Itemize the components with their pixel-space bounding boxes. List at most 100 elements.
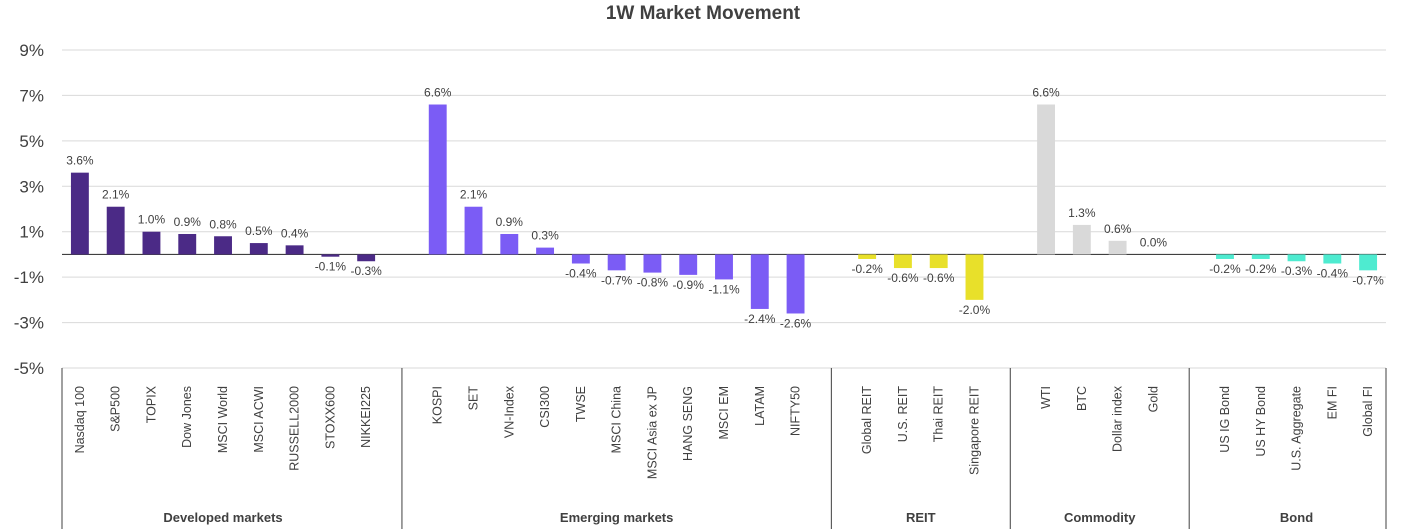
data-label: 0.0% (1140, 235, 1168, 249)
category-label: Singapore REIT (967, 386, 981, 475)
category-label: Gold (1146, 386, 1160, 412)
category-label: Nasdaq 100 (73, 386, 87, 453)
gridlines (62, 49, 1386, 369)
y-tick-label: -1% (14, 268, 44, 287)
data-label: -0.1% (315, 260, 347, 274)
category-label: Thai REIT (932, 386, 946, 443)
data-label: -2.6% (780, 316, 812, 330)
bars: 3.6%2.1%1.0% 0.9% 0.8% 0.5% 0.4%-0.1% -0.3%6.… (66, 86, 1384, 331)
category-label: RUSSELL2000 (288, 386, 302, 471)
category-label: Global REIT (860, 386, 874, 454)
data-label: 0.9% (174, 215, 202, 229)
category-label: MSCI Asia ex JP (645, 386, 659, 479)
y-tick-label: 3% (19, 177, 44, 196)
chart-title: 1W Market Movement (606, 3, 801, 24)
y-tick-label: 1% (19, 223, 44, 242)
data-label: 1.0% (138, 213, 166, 227)
data-label: 0.9% (496, 215, 524, 229)
bar (1072, 224, 1091, 255)
category-label: BTC (1075, 386, 1089, 411)
category-label: US HY Bond (1254, 386, 1268, 457)
bar (571, 254, 590, 264)
data-label: 3.6% (66, 154, 94, 168)
group-label: Bond (1280, 510, 1313, 525)
category-label: SET (467, 386, 481, 411)
data-label: 6.6% (1032, 86, 1060, 100)
data-label: -1.1% (708, 282, 740, 296)
y-axis: 9% 7% 5% 3% 1% -1% -3% -5% (14, 41, 44, 378)
data-label: -0.4% (565, 267, 597, 281)
data-label: 0.5% (245, 224, 273, 238)
category-label: MSCI World (216, 386, 230, 453)
category-label: U.S. Aggregate (1290, 386, 1304, 471)
y-tick-label: -3% (14, 314, 44, 333)
data-label: 2.1% (460, 188, 488, 202)
data-label: -0.3% (1281, 264, 1313, 278)
bar (321, 254, 340, 257)
bar (1108, 240, 1127, 255)
data-label: 1.3% (1068, 206, 1096, 220)
bar (893, 254, 912, 269)
y-tick-label: -5% (14, 359, 44, 378)
data-label: -0.4% (1317, 267, 1349, 281)
data-label: 0.8% (209, 217, 237, 231)
bar (679, 254, 698, 275)
data-label: -0.6% (923, 271, 955, 285)
category-label: S&P500 (109, 386, 123, 432)
data-label: -2.4% (744, 312, 776, 326)
data-label: 6.6% (424, 86, 452, 100)
category-label: US IG Bond (1218, 386, 1232, 453)
group-label: Commodity (1064, 510, 1136, 525)
category-label: Dow Jones (180, 386, 194, 448)
category-label: HANG SENG (681, 386, 695, 461)
category-label: TWSE (574, 386, 588, 422)
data-label: -0.8% (637, 276, 669, 290)
category-label: STOXX600 (323, 386, 337, 449)
category-label: Global FI (1361, 386, 1375, 437)
bar (607, 254, 626, 271)
bar (929, 254, 948, 269)
x-axis: Nasdaq 100 S&P500 TOPIX Dow Jones MSCI World… (61, 368, 1387, 529)
bar (1216, 254, 1234, 259)
data-label: -0.2% (851, 262, 883, 276)
bar (1287, 254, 1306, 262)
bar (536, 247, 555, 255)
group-label: Developed markets (163, 510, 282, 525)
data-label: -0.9% (673, 278, 705, 292)
bar (643, 254, 662, 273)
data-label: 0.6% (1104, 222, 1132, 236)
bar (142, 231, 161, 255)
category-label: VN-Index (502, 385, 516, 438)
category-label: MSCI ACWI (252, 386, 266, 453)
group-label: Emerging markets (560, 510, 673, 525)
y-tick-label: 5% (19, 132, 44, 151)
category-label: LATAM (753, 386, 767, 426)
category-label: TOPIX (144, 385, 158, 423)
bar (178, 233, 197, 255)
bar (285, 245, 304, 255)
bar (1323, 254, 1342, 264)
bar (357, 254, 376, 262)
bar (464, 206, 483, 255)
category-label: MSCI China (610, 386, 624, 453)
data-label: 2.1% (102, 188, 130, 202)
data-label: 0.4% (281, 226, 309, 240)
bar (1251, 254, 1270, 259)
data-label: -0.3% (350, 264, 382, 278)
category-label: WTI (1039, 386, 1053, 409)
category-label: EM FI (1325, 386, 1339, 419)
category-label: Dollar index (1111, 385, 1125, 452)
bar (428, 104, 447, 255)
bar (750, 254, 769, 309)
group-label: REIT (906, 510, 936, 525)
data-label: -2.0% (959, 303, 991, 317)
bar (965, 254, 984, 300)
data-label: -0.7% (601, 273, 633, 287)
bar (249, 243, 268, 255)
bar (858, 254, 877, 259)
bar (214, 236, 232, 255)
bar (1359, 254, 1378, 271)
bar (106, 206, 125, 255)
category-label: KOSPI (431, 386, 445, 424)
